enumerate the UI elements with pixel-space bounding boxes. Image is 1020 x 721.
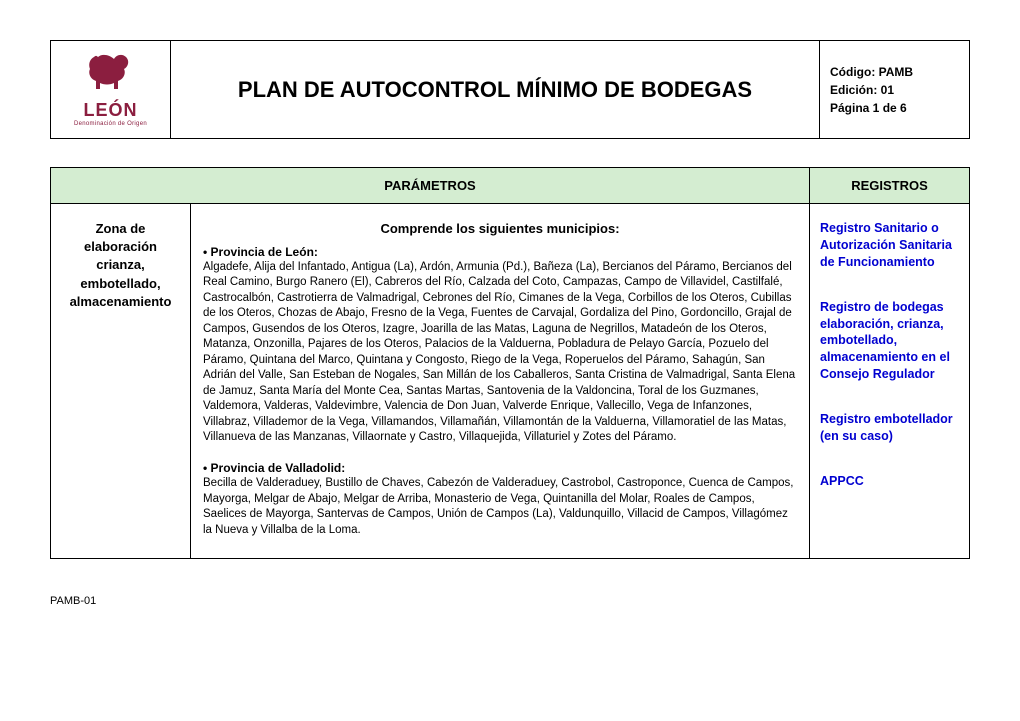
- provincia-leon-text-2: Campos, Gusendos de los Oteros, Izagre, …: [203, 322, 797, 446]
- registro-item: Registro Sanitario o Autorización Sanita…: [820, 220, 959, 271]
- header-parametros: PARÁMETROS: [51, 168, 810, 204]
- table-row: Zona de elaboración crianza, embotellado…: [51, 204, 970, 559]
- logo-cell: LEÓN Denominación de Origen: [51, 41, 171, 139]
- table-header-row: PARÁMETROS REGISTROS: [51, 168, 970, 204]
- footer-code: PAMB-01: [50, 595, 970, 607]
- municipios-subtitle: Comprende los siguientes municipios:: [203, 220, 797, 238]
- row-body: Comprende los siguientes municipios: • P…: [191, 204, 810, 559]
- document-meta: Código: PAMB Edición: 01 Página 1 de 6: [820, 41, 970, 139]
- registro-item: Registro embotellador (en su caso): [820, 411, 959, 445]
- logo-text: LEÓN: [74, 100, 147, 121]
- main-table: PARÁMETROS REGISTROS Zona de elaboración…: [50, 167, 970, 559]
- row-label: Zona de elaboración crianza, embotellado…: [51, 204, 191, 559]
- provincia-leon-label: • Provincia de León:: [203, 244, 797, 260]
- provincia-valladolid-label: • Provincia de Valladolid:: [203, 460, 797, 476]
- meta-codigo: Código: PAMB: [830, 63, 959, 81]
- document-header: LEÓN Denominación de Origen PLAN DE AUTO…: [50, 40, 970, 139]
- logo-subtext: Denominación de Origen: [74, 121, 147, 127]
- meta-pagina: Página 1 de 6: [830, 99, 959, 117]
- provincia-leon-text-1: Algadefe, Alija del Infantado, Antigua (…: [203, 260, 797, 322]
- registro-item: APPCC: [820, 473, 959, 490]
- document-title: PLAN DE AUTOCONTROL MÍNIMO DE BODEGAS: [171, 41, 820, 139]
- provincia-valladolid-text: Becilla de Valderaduey, Bustillo de Chav…: [203, 476, 797, 538]
- registro-item: Registro de bodegas elaboración, crianza…: [820, 299, 959, 383]
- registros-cell: Registro Sanitario o Autorización Sanita…: [810, 204, 970, 559]
- logo: LEÓN Denominación de Origen: [74, 49, 147, 127]
- meta-edicion: Edición: 01: [830, 81, 959, 99]
- leon-lion-icon: [82, 49, 138, 93]
- header-registros: REGISTROS: [810, 168, 970, 204]
